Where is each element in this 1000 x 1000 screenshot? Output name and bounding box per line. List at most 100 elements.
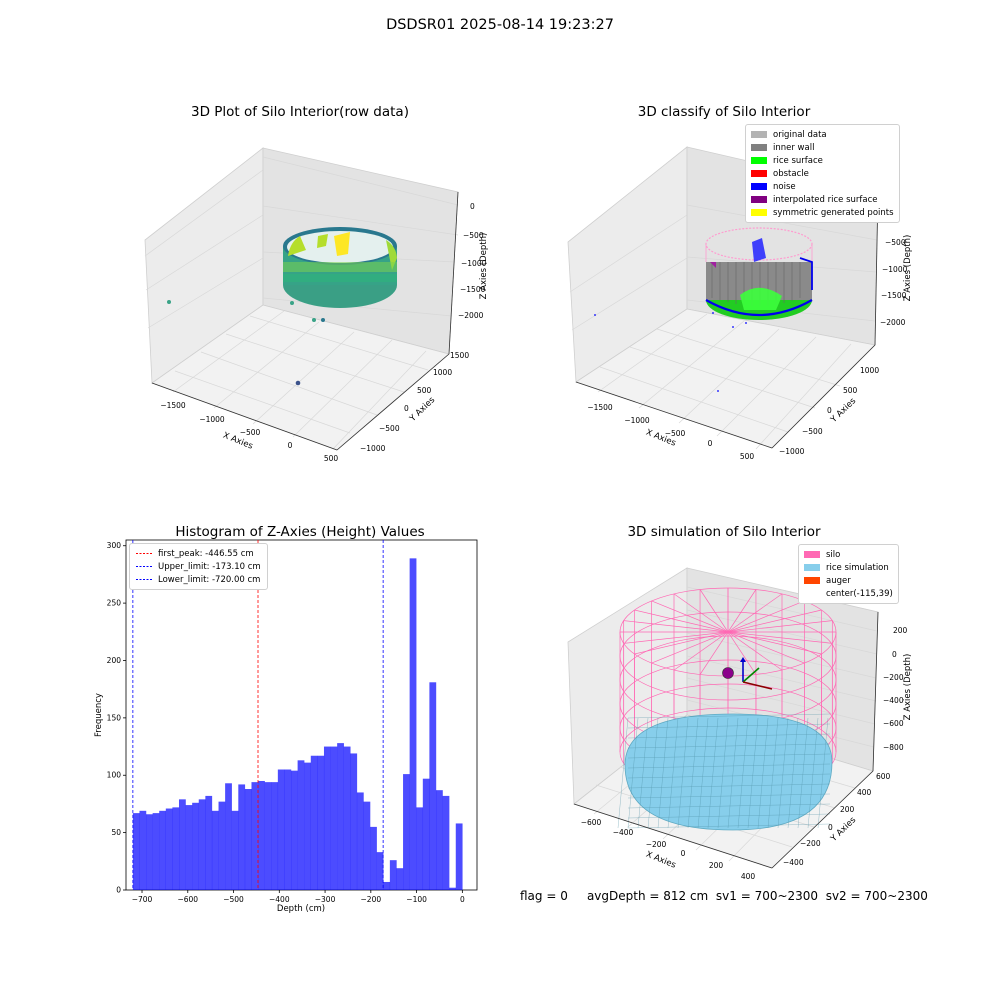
classify-xtick: −1000 [624, 416, 650, 425]
histogram-bar [429, 682, 437, 890]
histogram-bar [403, 774, 410, 890]
sim-ytick: 0 [828, 823, 833, 832]
classify-plot-title: 3D classify of Silo Interior [637, 104, 811, 120]
simulation-rice-surface [617, 713, 833, 831]
legend-swatch [804, 551, 820, 558]
sim-ztick: 200 [893, 626, 908, 635]
histogram-bar [132, 813, 140, 890]
histogram-bar [435, 790, 443, 890]
raw-ytick: −1000 [360, 444, 386, 453]
figure-title: DSDSR01 2025-08-14 19:23:27 [386, 17, 614, 33]
histogram-bar [205, 795, 213, 890]
sim-ztick: −800 [883, 743, 904, 752]
legend-item-obstacle: obstacle [751, 167, 894, 180]
histogram-bar [231, 810, 239, 890]
raw-xtick: 0 [288, 441, 293, 450]
sim-ytick: −400 [783, 858, 804, 867]
legend-swatch [751, 183, 767, 190]
sim-ytick: 400 [857, 788, 872, 797]
status-flag: flag = 0 [520, 889, 568, 903]
legend-dashed-line [136, 566, 152, 567]
histogram-bar [363, 801, 371, 890]
histogram-bar [225, 783, 232, 890]
histogram-bar [442, 795, 450, 890]
histogram-bar [277, 769, 285, 890]
histogram-bar [409, 558, 417, 890]
sim-ylabel: Y Axies [828, 815, 858, 845]
legend-label: center(-115,39) [826, 588, 893, 599]
classify-ztick: −1500 [881, 291, 907, 300]
histogram-bar [244, 789, 252, 890]
sim-ztick: −400 [883, 696, 904, 705]
sim-xtick: 400 [741, 872, 756, 881]
sim-xlabel: X Axies [644, 850, 677, 871]
histogram-bar [218, 801, 226, 890]
histogram-bar [370, 826, 377, 890]
classify-ytick: −500 [802, 427, 823, 436]
sim-xtick: 200 [709, 861, 724, 870]
legend-label: auger [826, 575, 851, 586]
classify-ytick: 0 [827, 406, 832, 415]
legend-item-center: center(-115,39) [804, 587, 893, 600]
histogram-bar [178, 799, 186, 890]
histogram-bar [198, 799, 206, 890]
raw-ytick: 1500 [450, 351, 469, 360]
raw-ztick: −1500 [460, 285, 486, 294]
histogram-bar [284, 769, 292, 890]
histogram-ytick-label: 250 [107, 599, 122, 608]
legend-dashed-line [136, 579, 152, 580]
sim-ztick: −600 [883, 719, 904, 728]
histogram-bars [132, 558, 463, 890]
simulation-legend: silo rice simulation auger center(-115,3… [798, 544, 899, 604]
legend-item-original-data: original data [751, 128, 894, 141]
histogram-bar [192, 802, 199, 890]
legend-label: Lower_limit: -720.00 cm [158, 574, 261, 585]
legend-item-rice-surface: rice surface [751, 154, 894, 167]
histogram-bar [159, 810, 167, 890]
sim-zlabel: Z Axies (Depth) [903, 654, 913, 721]
raw-ztick: −2000 [458, 311, 484, 320]
auger-marker [722, 667, 734, 679]
histogram-bar [356, 792, 364, 890]
legend-item-symmetric-generated-points: symmetric generated points [751, 206, 894, 219]
legend-swatch [751, 196, 767, 203]
raw-xtick: −1000 [199, 415, 225, 424]
legend-item-silo: silo [804, 548, 893, 561]
histogram-bar [185, 805, 193, 890]
legend-item-auger: auger [804, 574, 893, 587]
histogram-yticks: 0 50 100 150 200 250 300 [107, 541, 126, 895]
legend-label: original data [773, 129, 827, 140]
sim-ztick: −200 [883, 673, 904, 682]
legend-dashed-line [136, 553, 152, 554]
legend-label: rice simulation [826, 562, 889, 573]
legend-item-lower-limit: Lower_limit: -720.00 cm [136, 573, 261, 586]
sim-ytick: −200 [800, 839, 821, 848]
raw-silo-ring [283, 227, 397, 308]
sim-ytick: 600 [876, 772, 891, 781]
histogram-vlines [132, 540, 384, 890]
histogram-bar [376, 852, 384, 890]
histogram-bar [455, 823, 463, 890]
histogram-legend: first_peak: -446.55 cm Upper_limit: -173… [129, 543, 268, 590]
raw-ztick: −1000 [461, 259, 487, 268]
sim-ytick: 200 [840, 805, 855, 814]
histogram-xtick-label: −500 [223, 895, 244, 904]
classify-ytick: 500 [843, 386, 858, 395]
histogram-bar [350, 753, 358, 890]
histogram-xtick-label: −100 [406, 895, 427, 904]
histogram-xlabel: Depth (cm) [277, 904, 325, 914]
raw-ytick: 500 [417, 386, 432, 395]
legend-item-first-peak: first_peak: -446.55 cm [136, 547, 261, 560]
legend-label: first_peak: -446.55 cm [158, 548, 254, 559]
legend-label: noise [773, 181, 796, 192]
histogram-bar [422, 778, 430, 890]
histogram-ylabel: Frequency [94, 693, 104, 737]
histogram-bar [383, 881, 391, 890]
legend-label: obstacle [773, 168, 809, 179]
histogram-bar [416, 807, 424, 890]
sim-xtick: 0 [681, 849, 686, 858]
status-line: flag = 0 avgDepth = 812 cm sv1 = 700~230… [520, 889, 928, 903]
classify-ytick: 1000 [860, 366, 879, 375]
histogram-bar [238, 784, 246, 890]
histogram-bar [323, 746, 331, 890]
